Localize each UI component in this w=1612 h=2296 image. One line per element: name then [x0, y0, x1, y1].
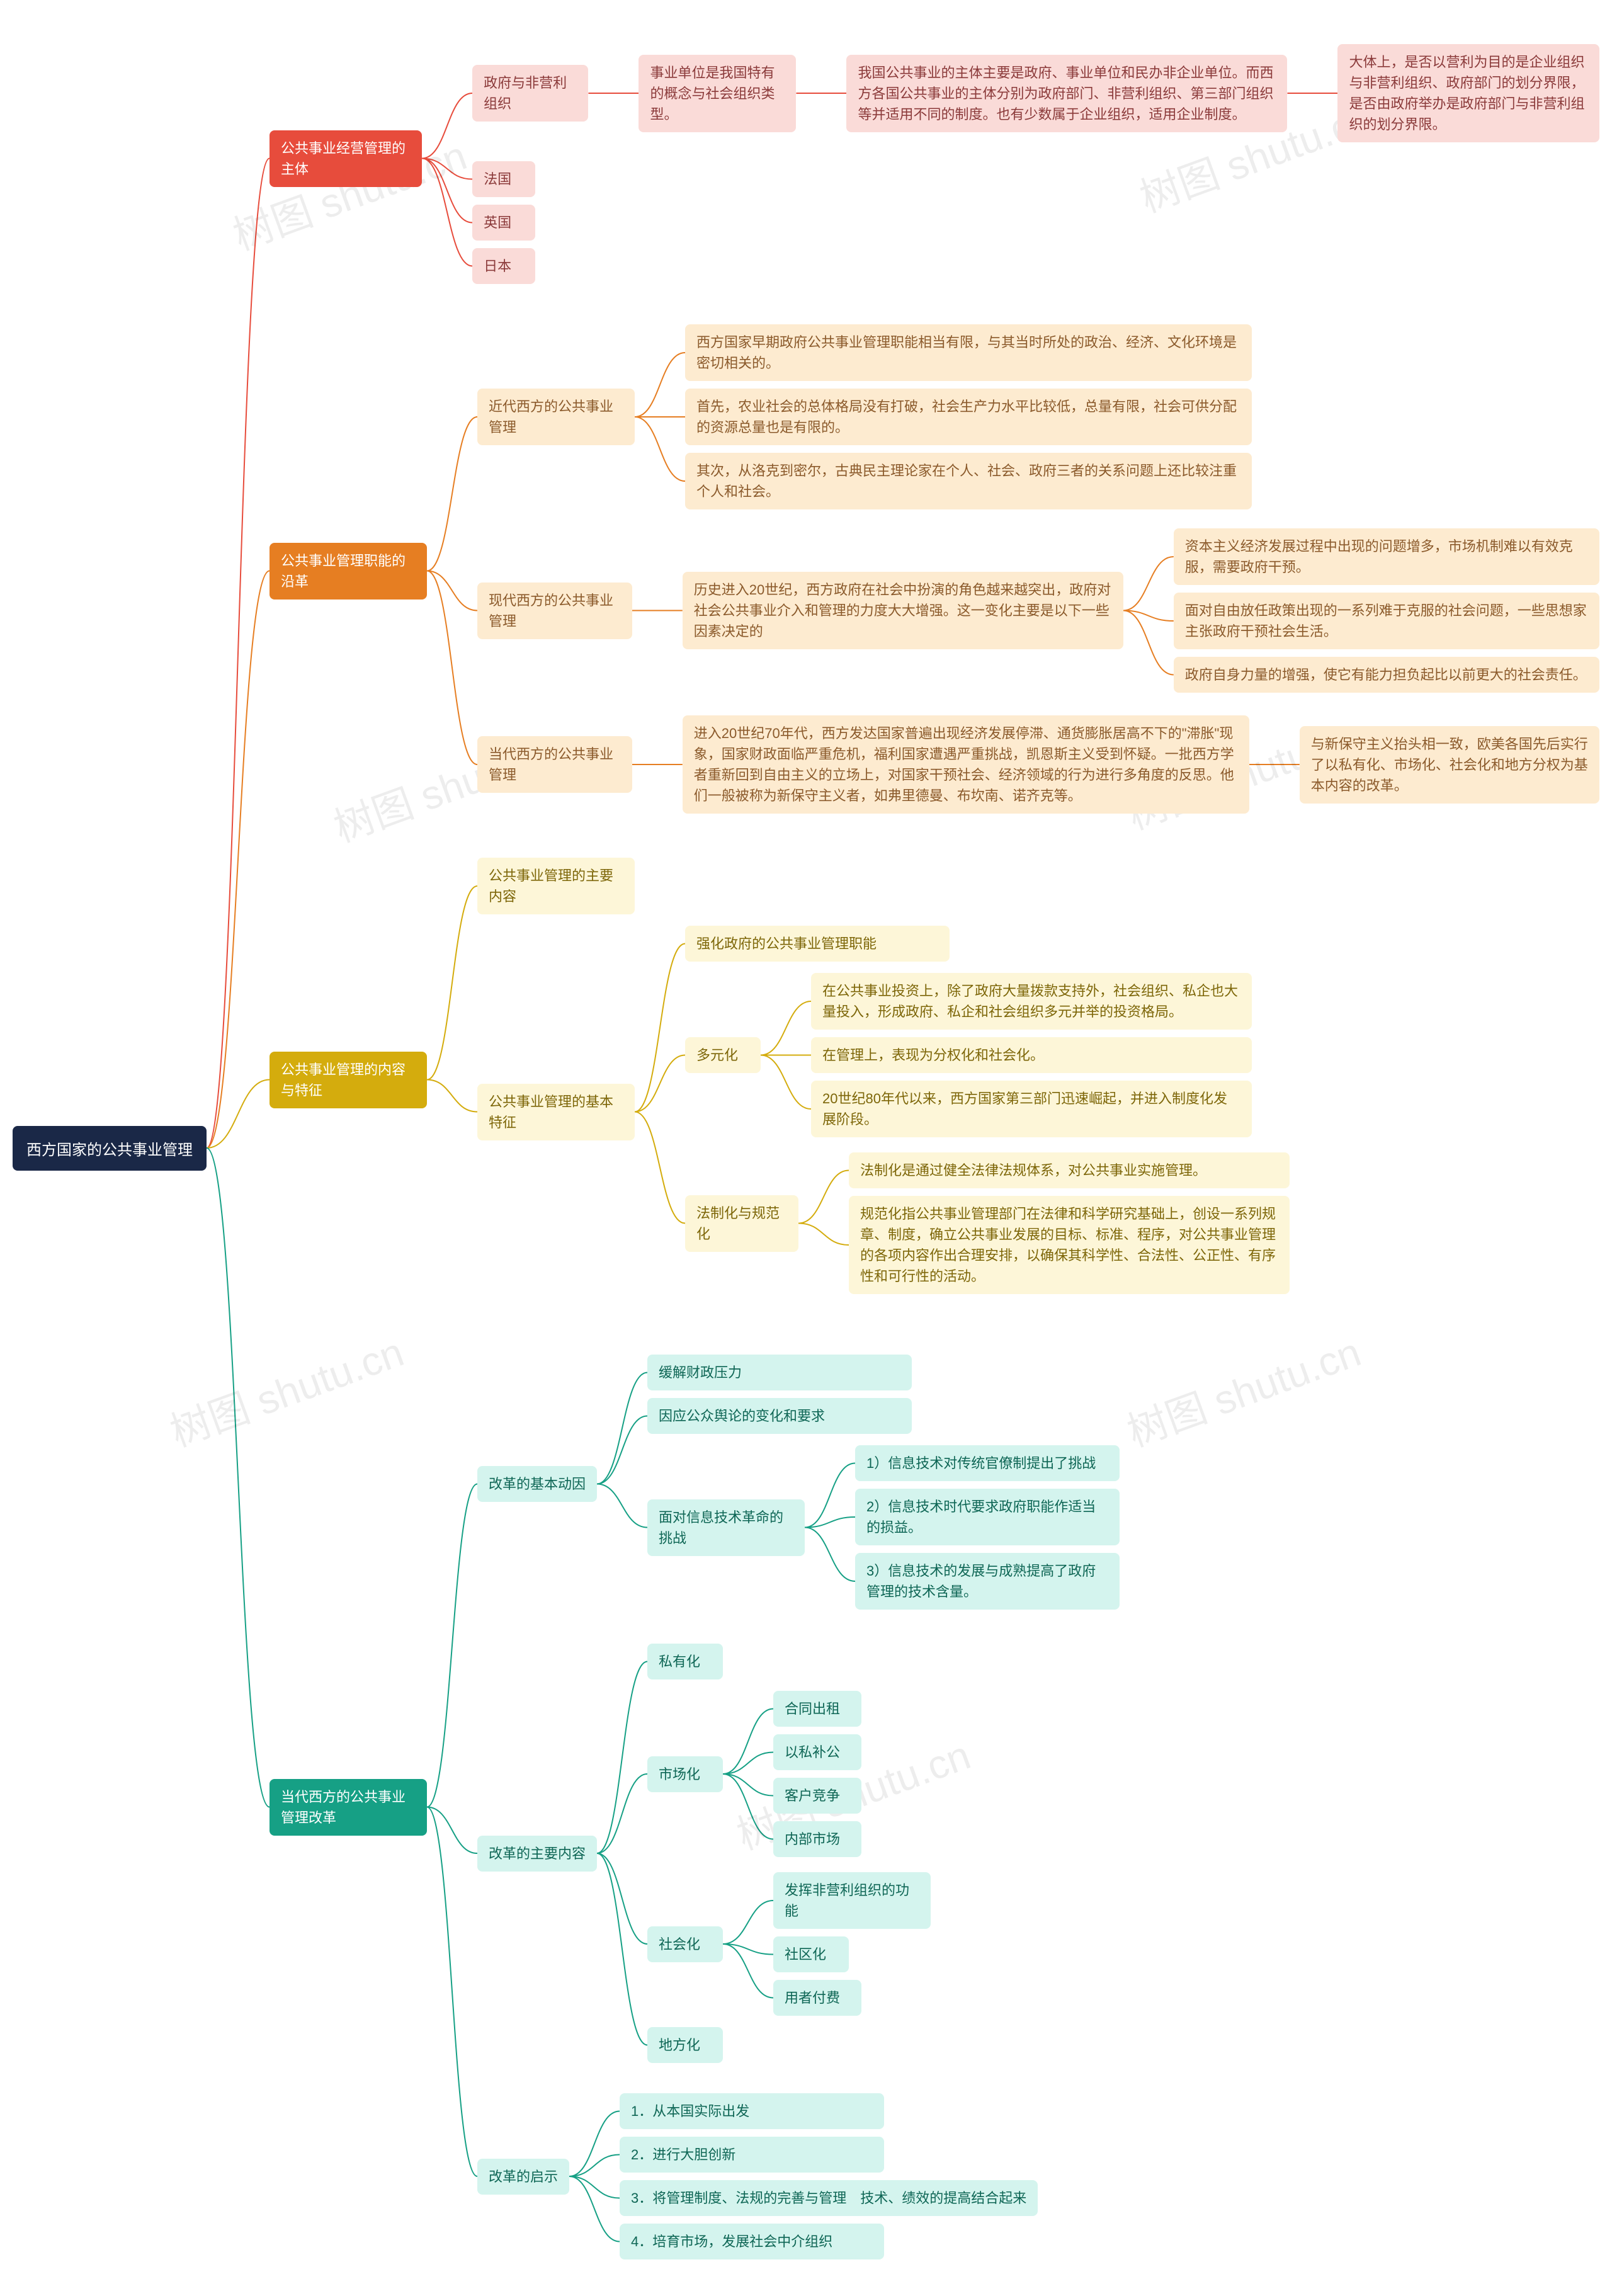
b4s1-c1: 1）信息技术对传统官僚制提出了挑战: [855, 1445, 1120, 1481]
b1-uk: 英国: [472, 205, 535, 241]
b3f2-c: 20世纪80年代以来，西方国家第三部门迅速崛起，并进入制度化发展阶段。: [811, 1081, 1252, 1137]
b4s2-b4: 内部市场: [773, 1821, 861, 1857]
b2s2-c: 面对自由放任政策出现的一系列难于克服的社会问题，一些思想家主张政府干预社会生活。: [1174, 593, 1599, 649]
b3-legal: 法制化与规范化: [685, 1195, 798, 1252]
b3f2-b: 在管理上，表现为分权化和社会化。: [811, 1037, 1252, 1073]
branch-1: 公共事业经营管理的主体 政府与非营利组织 事业单位是我国特有的概念与社会组织类型…: [270, 29, 1599, 288]
branch-3: 公共事业管理的内容与特征 公共事业管理的主要内容 公共事业管理的基本特征 强化政…: [270, 854, 1599, 1305]
b3-diversify: 多元化: [685, 1037, 761, 1073]
b4s2-b1: 合同出租: [773, 1691, 861, 1727]
b2-modern-early: 近代西方的公共事业管理: [477, 389, 635, 445]
branch-4: 当代西方的公共事业管理改革 改革的基本动因 缓解财政压力 因应公众舆论的变化和要…: [270, 1347, 1599, 2267]
b4s2-local: 地方化: [647, 2027, 723, 2063]
b3f2-a: 在公共事业投资上，除了政府大量拨款支持外，社会组织、私企也大量投入，形成政府、私…: [811, 973, 1252, 1030]
b4s3-d: 4．培育市场，发展社会中介组织: [620, 2224, 884, 2259]
b2-modern: 现代西方的公共事业管理: [477, 583, 632, 639]
b2-title: 公共事业管理职能的沿革: [270, 543, 427, 600]
b2s3-a: 进入20世纪70年代，西方发达国家普遍出现经济发展停滞、通货膨胀居高不下的"滞胀…: [683, 715, 1249, 814]
b2s1-a: 西方国家早期政府公共事业管理职能相当有限，与其当时所处的政治、经济、文化环境是密…: [685, 324, 1252, 381]
b2s1-b: 首先，农业社会的总体格局没有打破，社会生产力水平比较低，总量有限，社会可供分配的…: [685, 389, 1252, 445]
b1-boundary: 大体上，是否以营利为目的是企业组织与非营利组织、政府部门的划分界限，是否由政府举…: [1337, 44, 1599, 142]
b2s3-b: 与新保守主义抬头相一致，欧美各国先后实行了以私有化、市场化、社会化和地方分权为基…: [1300, 726, 1599, 804]
b1-title: 公共事业经营管理的主体: [270, 130, 422, 187]
b4s2-market: 市场化: [647, 1756, 723, 1792]
b4s1-c2: 2）信息技术时代要求政府职能作适当的损益。: [855, 1489, 1120, 1545]
b4s1-c: 面对信息技术革命的挑战: [647, 1499, 805, 1556]
b1-gov-npo: 政府与非营利组织: [472, 65, 588, 122]
b4s3-c: 3．将管理制度、法规的完善与管理 技术、绩效的提高结合起来: [620, 2180, 1038, 2216]
branch-2: 公共事业管理职能的沿革 近代西方的公共事业管理 西方国家早期政府公共事业管理职能…: [270, 317, 1599, 825]
b4-title: 当代西方的公共事业管理改革: [270, 1779, 427, 1836]
b4s3-b: 2．进行大胆创新: [620, 2137, 884, 2173]
b1-unit-concept: 事业单位是我国特有的概念与社会组织类型。: [639, 55, 796, 132]
b4s1-b: 因应公众舆论的变化和要求: [647, 1398, 912, 1434]
b3-features: 公共事业管理的基本特征: [477, 1084, 635, 1140]
b2s2-b: 资本主义经济发展过程中出现的问题增多，市场机制难以有效克服，需要政府干预。: [1174, 528, 1599, 585]
b4s2-c2: 社区化: [773, 1936, 849, 1972]
b1-china-subject: 我国公共事业的主体主要是政府、事业单位和民办非企业单位。而西方各国公共事业的主体…: [846, 55, 1287, 132]
b3f3-b: 规范化指公共事业管理部门在法律和科学研究基础上，创设一系列规章、制度，确立公共事…: [849, 1196, 1290, 1294]
b4s3-a: 1．从本国实际出发: [620, 2093, 884, 2129]
b4-motivation: 改革的基本动因: [477, 1466, 597, 1502]
b2s2-a: 历史进入20世纪，西方政府在社会中扮演的角色越来越突出，政府对社会公共事业介入和…: [683, 572, 1123, 649]
mindmap-container: 西方国家的公共事业管理 公共事业经营管理的主体 政府与非营利组织 事业单位是我国…: [13, 25, 1599, 2271]
b2-contemporary: 当代西方的公共事业管理: [477, 736, 632, 793]
b4s2-private: 私有化: [647, 1644, 723, 1679]
b4s2-c3: 用者付费: [773, 1980, 861, 2016]
root-node: 西方国家的公共事业管理: [13, 1126, 207, 1171]
b4s2-b2: 以私补公: [773, 1734, 861, 1770]
b4s2-b3: 客户竞争: [773, 1778, 861, 1814]
b3f3-a: 法制化是通过健全法律法规体系，对公共事业实施管理。: [849, 1152, 1290, 1188]
b3-strengthen: 强化政府的公共事业管理职能: [685, 926, 950, 962]
b4s1-a: 缓解财政压力: [647, 1355, 912, 1390]
b4s2-c1: 发挥非营利组织的功能: [773, 1872, 931, 1929]
b4-main: 改革的主要内容: [477, 1836, 597, 1872]
b1-france: 法国: [472, 161, 535, 197]
b4s1-c3: 3）信息技术的发展与成熟提高了政府管理的技术含量。: [855, 1553, 1120, 1610]
b1-japan: 日本: [472, 248, 535, 284]
b4-lessons: 改革的启示: [477, 2159, 569, 2195]
b2s2-d: 政府自身力量的增强，使它有能力担负起比以前更大的社会责任。: [1174, 657, 1599, 693]
b3-main-content: 公共事业管理的主要内容: [477, 858, 635, 914]
b2s1-c: 其次，从洛克到密尔，古典民主理论家在个人、社会、政府三者的关系问题上还比较注重个…: [685, 453, 1252, 509]
b4s2-social: 社会化: [647, 1926, 723, 1962]
b3-title: 公共事业管理的内容与特征: [270, 1052, 427, 1108]
